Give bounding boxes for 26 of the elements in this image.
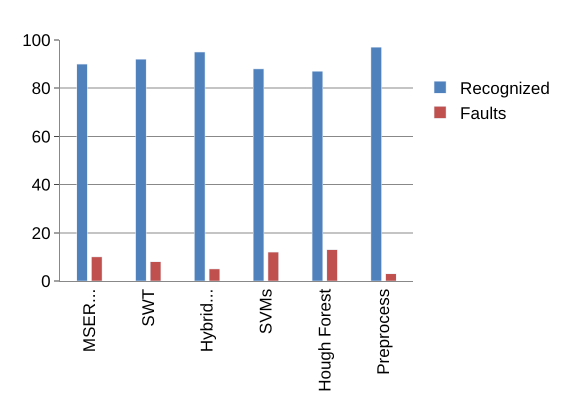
bar bbox=[268, 252, 279, 281]
bar bbox=[312, 71, 323, 281]
bar bbox=[208, 268, 220, 281]
x-tick-label: SVMs bbox=[256, 288, 276, 334]
bar bbox=[385, 274, 396, 281]
y-tick-label: 60 bbox=[32, 127, 51, 146]
legend-label: Recognized bbox=[460, 78, 550, 98]
x-tick-label: Hybrid... bbox=[198, 288, 217, 352]
x-tick-label: Hough Forest bbox=[315, 288, 334, 392]
y-tick-label: 100 bbox=[22, 30, 51, 50]
x-tick-label: Preprocess bbox=[374, 288, 394, 375]
bar bbox=[91, 256, 102, 281]
bar bbox=[370, 46, 382, 281]
bar bbox=[135, 59, 146, 281]
x-tick-label: MSER... bbox=[80, 288, 99, 352]
y-tick-label: 0 bbox=[41, 272, 51, 291]
y-tick-label: 20 bbox=[32, 224, 51, 243]
x-tick-label: SWT bbox=[138, 288, 158, 327]
legend-label: Faults bbox=[460, 104, 506, 124]
y-tick-label: 80 bbox=[32, 79, 51, 98]
bar bbox=[326, 249, 338, 281]
bar bbox=[194, 52, 206, 281]
bar bbox=[76, 64, 88, 281]
bar bbox=[253, 68, 264, 281]
y-tick-label: 40 bbox=[32, 176, 51, 195]
bar bbox=[150, 261, 162, 281]
